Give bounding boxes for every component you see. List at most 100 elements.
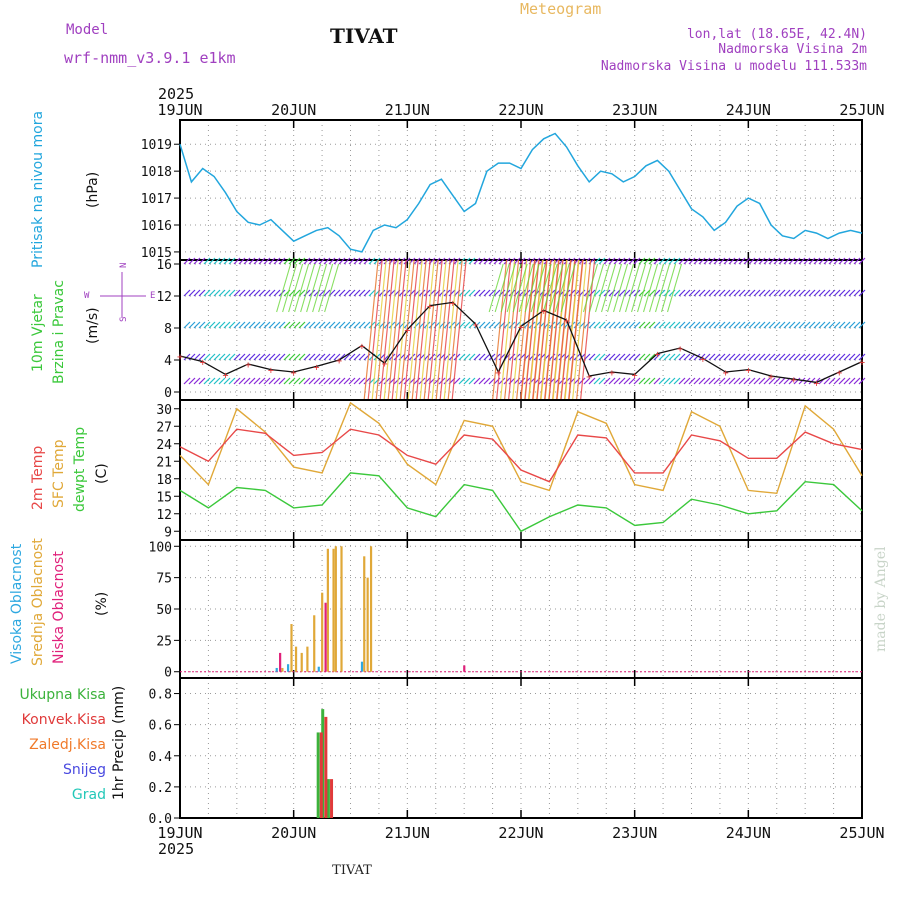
wind-barb (628, 321, 636, 329)
wind-barb (813, 321, 821, 329)
wind-speed-marker: + (313, 362, 319, 373)
wind-barb (538, 353, 546, 361)
wind-barb (618, 289, 626, 297)
y-tick-label: 4 (164, 354, 172, 369)
wind-barb (608, 257, 616, 265)
wind-barb (598, 257, 606, 265)
wind-barb (468, 377, 476, 385)
wind-barb (608, 377, 616, 385)
date-label-top: 19JUN (157, 101, 202, 119)
wind-barb-strong (427, 259, 443, 401)
wind-barb (353, 289, 361, 297)
wind-barb (668, 353, 676, 361)
wind-barb (738, 289, 746, 297)
wind-barb (298, 377, 306, 385)
wind-speed-marker: + (222, 370, 228, 381)
legend-hail: Grad (72, 787, 106, 803)
wind-speed-marker: + (359, 342, 365, 353)
precip-bar (330, 779, 334, 818)
wind-barb (338, 321, 346, 329)
wind-barb (768, 321, 776, 329)
wind-barb (723, 353, 731, 361)
wind-speed-marker: + (245, 360, 251, 371)
wind-barb (488, 321, 496, 329)
cloud-bar (275, 667, 278, 672)
wind-barb (323, 353, 331, 361)
cloud-bar (313, 615, 316, 672)
wind-barb (298, 321, 306, 329)
precip-bar (326, 779, 330, 818)
wind-barb (703, 377, 711, 385)
y-tick-label: 1015 (141, 246, 172, 261)
wind-barb (648, 289, 656, 297)
wind-barb (753, 353, 761, 361)
wind-barb (713, 289, 721, 297)
wind-barb-strong (495, 259, 512, 401)
wind-barb (698, 257, 706, 265)
y-tick-label: 16 (156, 258, 172, 273)
wind-barb (793, 321, 801, 329)
wind-barb (273, 321, 281, 329)
wind-barb (618, 321, 626, 329)
wind-barb-green (282, 263, 298, 313)
wind-barb (358, 321, 366, 329)
wind-barb (678, 257, 686, 265)
wind-barb-strong (544, 259, 560, 401)
wind-barb (763, 257, 771, 265)
wind-barb (193, 321, 201, 329)
legend-snow: Snijeg (63, 762, 106, 778)
wind-barb (633, 377, 641, 385)
y-tick-label: 30 (156, 403, 172, 418)
wind-barb (823, 257, 831, 265)
wind-barb (593, 377, 601, 385)
wind-barb (248, 289, 256, 297)
wind-barb (828, 377, 836, 385)
wind-barb (828, 257, 836, 265)
wind-barb (228, 377, 236, 385)
wind-barb (648, 377, 656, 385)
wind-barb-green (512, 263, 528, 313)
wind-barb (323, 321, 331, 329)
cloud-bar (294, 646, 298, 672)
wind-barb-strong (560, 259, 576, 401)
wind-barb (768, 353, 776, 361)
wind-barb (733, 377, 741, 385)
wind-barb (288, 257, 296, 265)
wind-barb (733, 321, 741, 329)
wind-barb (243, 321, 251, 329)
wind-barb (443, 321, 451, 329)
wind-barb (268, 289, 276, 297)
wind-barb (313, 377, 321, 385)
wind-barb (708, 377, 716, 385)
legend-conv-rain: Konvek.Kisa (22, 712, 106, 728)
wind-speed-marker: + (859, 358, 865, 369)
wind-barb (628, 377, 636, 385)
wind-barb (603, 377, 611, 385)
wind-barb (318, 377, 326, 385)
wind-barb (223, 289, 231, 297)
wind-barb (823, 377, 831, 385)
wind-barb (828, 353, 836, 361)
wind-barb (223, 353, 231, 361)
wind-barb (598, 377, 606, 385)
wind-barb-green (530, 263, 546, 313)
wind-barb (338, 377, 346, 385)
wind-barb (403, 377, 411, 385)
wind-barb (803, 289, 811, 297)
wind-barb (403, 321, 411, 329)
wind-barb-strong (387, 259, 403, 401)
wind-speed-marker: + (677, 344, 683, 355)
wind-barb-strong (395, 259, 411, 401)
wind-barb-strong (419, 259, 435, 401)
cloud-bar (366, 577, 369, 672)
wind-speed-marker: + (200, 358, 206, 369)
wind-barb (493, 257, 501, 265)
wind-barb (763, 377, 771, 385)
wind-speed-marker: + (836, 368, 842, 379)
wind-barb (803, 257, 811, 265)
wind-barb (638, 377, 646, 385)
wind-barb (198, 321, 206, 329)
wind-barb (303, 353, 311, 361)
cloud-bar (306, 646, 309, 672)
date-label-top: 23JUN (612, 101, 657, 119)
